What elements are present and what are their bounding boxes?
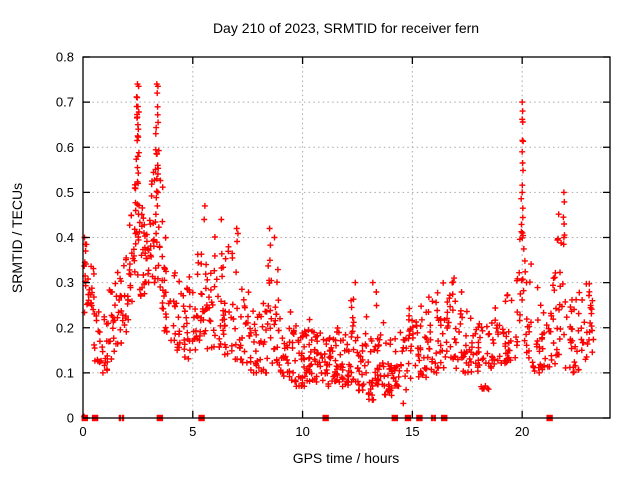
y-tick-label: 0.7 — [56, 95, 74, 110]
y-tick-label: 0.3 — [56, 275, 74, 290]
y-tick-label: 0.5 — [56, 185, 74, 200]
grid-layer — [83, 57, 610, 418]
data-layer — [81, 81, 597, 422]
srmtid-data-points — [81, 81, 597, 420]
y-tick-label: 0.4 — [56, 230, 74, 245]
y-tick-label: 0.6 — [56, 140, 74, 155]
axes-layer — [82, 56, 611, 419]
chart-title: Day 210 of 2023, SRMTID for receiver fer… — [213, 20, 479, 36]
x-tick-label: 10 — [295, 424, 309, 439]
y-tick-label: 0.2 — [56, 320, 74, 335]
x-tick-label: 15 — [405, 424, 419, 439]
x-tick-label: 20 — [515, 424, 529, 439]
y-tick-label: 0.8 — [56, 50, 74, 65]
y-axis-label: SRMTID / TECUs — [9, 183, 25, 293]
x-axis-label: GPS time / hours — [293, 450, 400, 466]
tick-labels-layer: 0 5 10 15 20 0 0.1 0.2 0.3 0.4 0.5 0.6 0.7 0.8 — [56, 50, 529, 440]
x-tick-label: 5 — [189, 424, 196, 439]
y-tick-label: 0 — [67, 411, 74, 426]
x-tick-label: 0 — [79, 424, 86, 439]
y-tick-label: 0.1 — [56, 365, 74, 380]
